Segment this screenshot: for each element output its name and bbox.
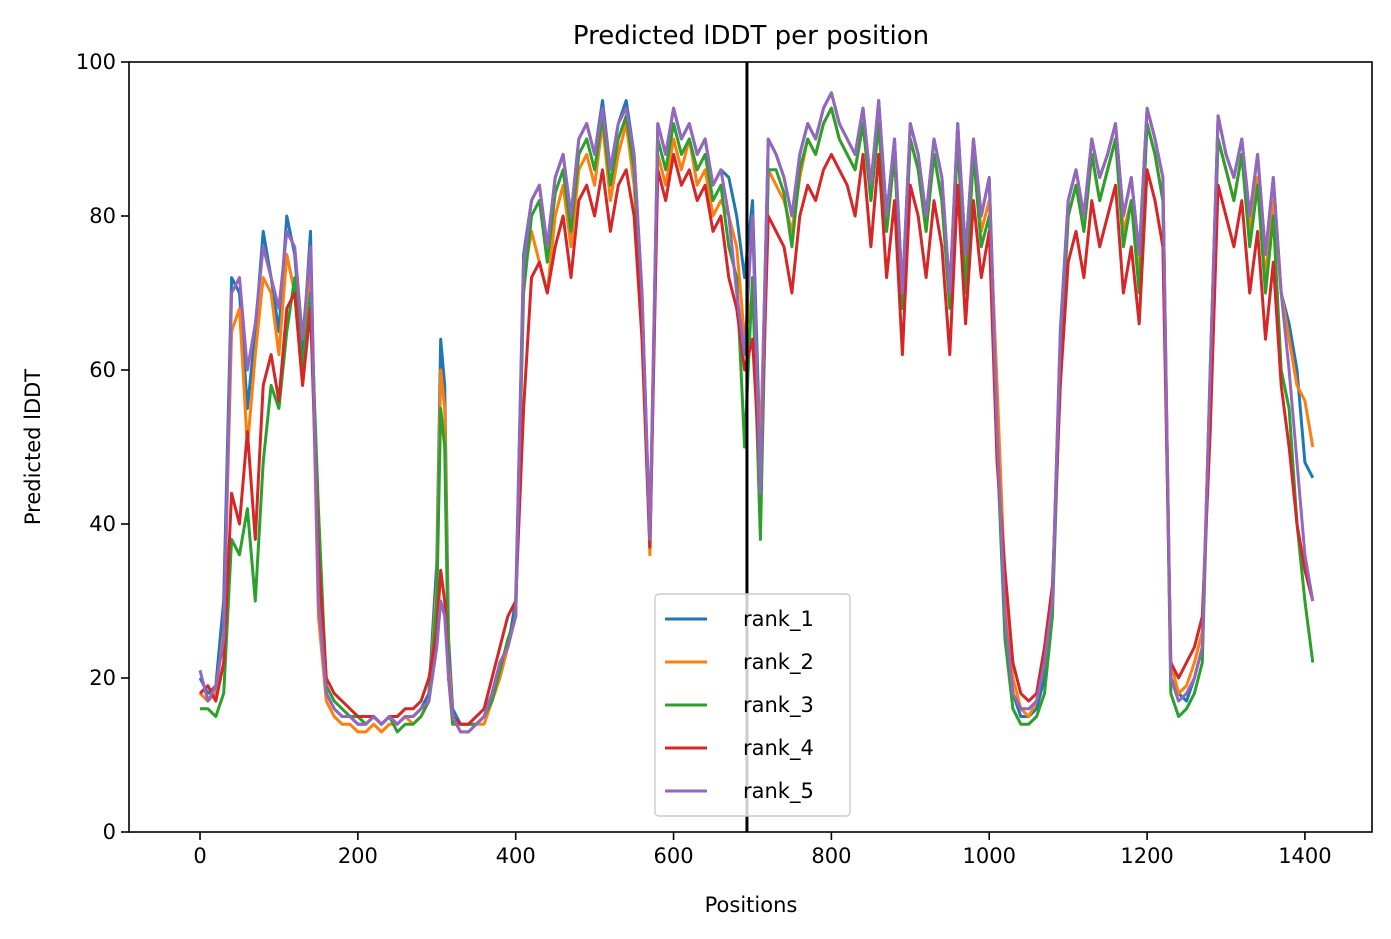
- x-axis: 0 200 400 600 800 1000 1200 1400: [193, 832, 1332, 868]
- legend-label: rank_3: [743, 693, 814, 718]
- x-tick-label: 200: [338, 844, 378, 868]
- legend-label: rank_5: [743, 779, 814, 804]
- y-tick-label: 40: [89, 512, 116, 536]
- y-axis: 0 20 40 60 80 100: [76, 50, 129, 844]
- legend: rank_1 rank_2 rank_3 rank_4 rank_5: [654, 593, 851, 817]
- legend-label: rank_1: [743, 607, 814, 632]
- y-axis-label: Predicted lDDT: [21, 369, 45, 525]
- x-tick-label: 1400: [1278, 844, 1331, 868]
- series-line-rank-5: [198, 91, 1315, 734]
- series-line-rank-2: [198, 106, 1315, 734]
- x-tick-label: 1000: [963, 844, 1016, 868]
- plot-frame: [128, 61, 1373, 833]
- x-tick-label: 0: [193, 844, 206, 868]
- y-tick-label: 60: [89, 358, 116, 382]
- x-tick-label: 800: [811, 844, 851, 868]
- x-tick-label: 600: [654, 844, 694, 868]
- legend-box: [654, 593, 851, 817]
- legend-label: rank_4: [743, 736, 814, 761]
- legend-label: rank_2: [743, 650, 814, 675]
- series-layer: [198, 91, 1315, 734]
- chart-title: Predicted lDDT per position: [573, 21, 929, 51]
- y-tick-label: 80: [89, 204, 116, 228]
- y-tick-label: 0: [103, 820, 116, 844]
- x-tick-label: 400: [496, 844, 536, 868]
- y-tick-label: 20: [89, 666, 116, 690]
- y-tick-label: 100: [76, 50, 116, 74]
- x-axis-label: Positions: [705, 893, 798, 917]
- x-tick-label: 1200: [1120, 844, 1173, 868]
